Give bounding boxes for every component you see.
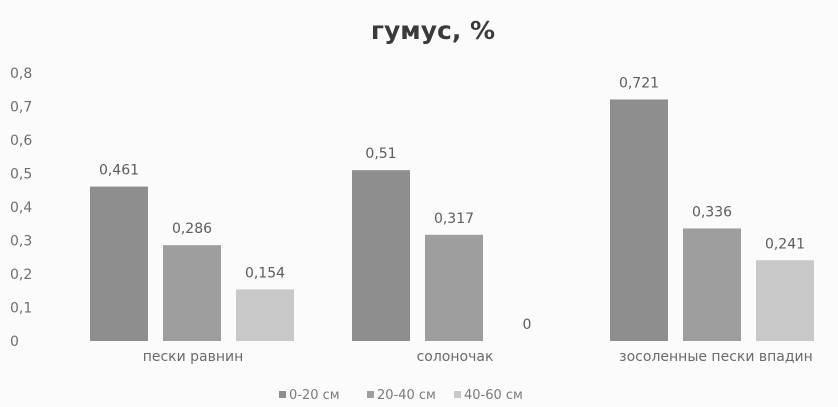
bar [756,260,814,341]
legend-swatch [279,391,286,398]
category-label: пески равнин [143,349,244,365]
y-tick-label: 0,6 [10,133,32,149]
bar [352,170,410,341]
data-label: 0,336 [692,204,732,220]
legend-label: 20-40 см [377,388,436,403]
bar [610,99,668,341]
legend-label: 40-60 см [464,388,523,403]
chart-title: гумус, % [371,16,495,45]
legend-label: 0-20 см [289,388,340,403]
legend-swatch [454,391,461,398]
data-label: 0,154 [245,265,285,281]
bar [163,245,221,341]
y-tick-label: 0 [10,334,19,350]
y-tick-label: 0,1 [10,301,32,317]
data-label: 0,51 [365,146,396,162]
category-label: солоночак [417,349,494,365]
y-tick-label: 0,3 [10,234,32,250]
data-label: 0,241 [765,236,805,252]
data-label: 0 [523,317,532,333]
bar [683,228,741,341]
y-tick-label: 0,5 [10,167,32,183]
data-label: 0,286 [172,221,212,237]
bar [425,234,483,341]
y-tick-label: 0,2 [10,267,32,283]
bar [90,186,148,341]
data-label: 0,317 [434,211,474,227]
bars [90,99,814,341]
y-axis-ticks: 0 0,1 0,2 0,3 0,4 0,5 0,6 0,7 0,8 [10,66,32,350]
y-tick-label: 0,8 [10,66,32,82]
bar [236,289,294,341]
legend-swatch [367,391,374,398]
category-label: зосоленные пески впадин [619,349,813,365]
category-labels: пески равнин солоночак зосоленные пески вп… [143,349,813,365]
data-label: 0,461 [99,163,139,179]
data-label: 0,721 [619,75,659,91]
y-tick-label: 0,7 [10,100,32,116]
data-labels: 0,461 0,286 0,154 0,51 0,317 0 0,721 0,336 0,241 [99,75,805,333]
y-tick-label: 0,4 [10,200,32,216]
legend: 0-20 см 20-40 см 40-60 см [279,388,523,403]
